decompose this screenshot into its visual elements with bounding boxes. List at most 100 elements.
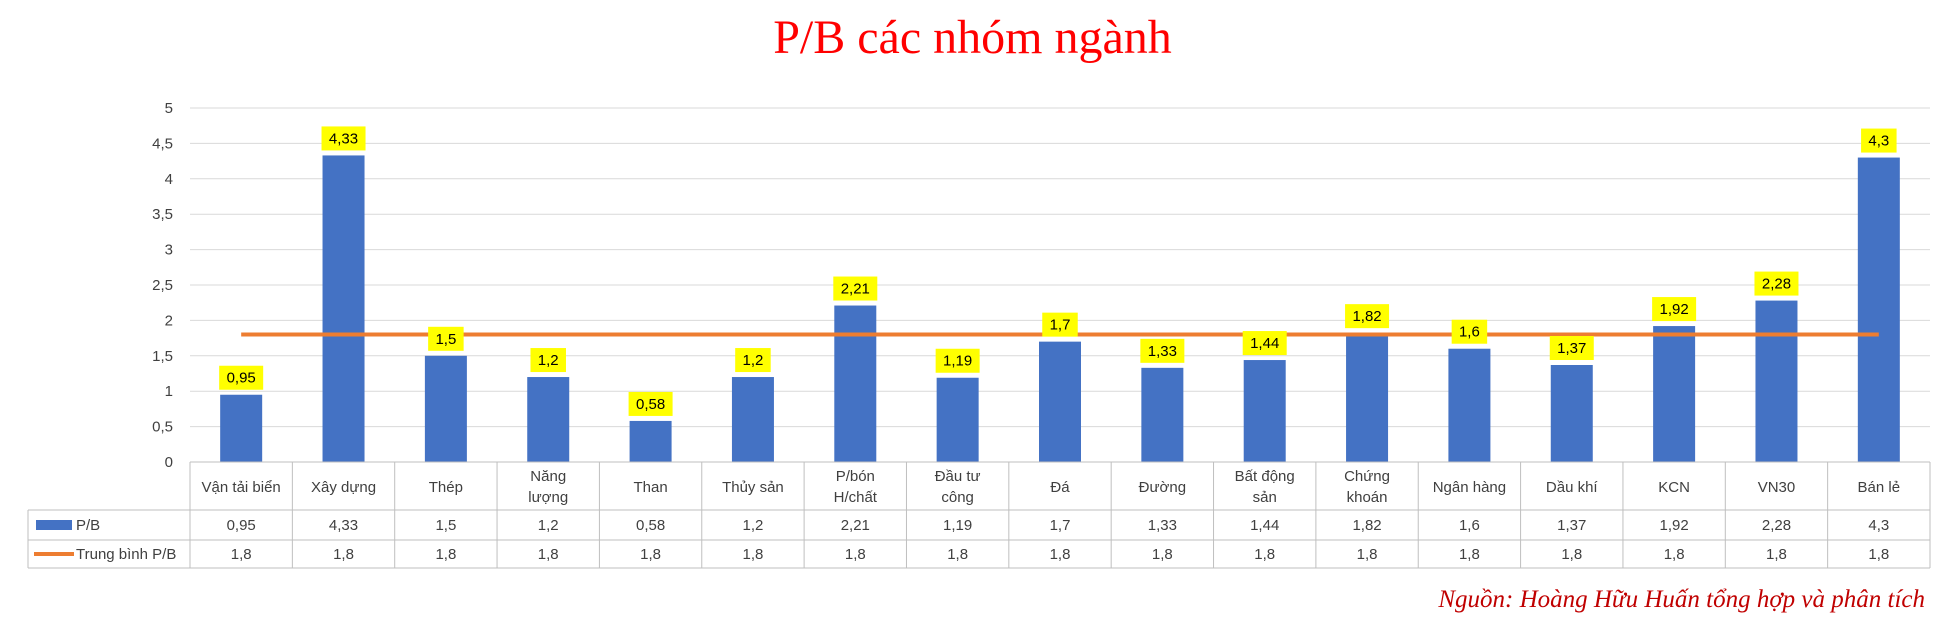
data-label: 1,44 bbox=[1250, 335, 1279, 352]
table-cell-pb: 2,21 bbox=[841, 517, 870, 534]
legend-swatch-bar bbox=[36, 520, 72, 530]
data-label-box bbox=[530, 348, 566, 373]
y-tick-label: 3,5 bbox=[152, 206, 173, 223]
bar bbox=[424, 355, 467, 462]
category-label: Xây dựng bbox=[311, 479, 376, 496]
y-tick-label: 2,5 bbox=[152, 277, 173, 294]
y-tick-label: 0,5 bbox=[152, 419, 173, 436]
data-label: 4,3 bbox=[1868, 133, 1889, 150]
legend-label: Trung bình P/B bbox=[76, 546, 176, 563]
table-cell-avg: 1,8 bbox=[231, 546, 252, 563]
data-label-box bbox=[1242, 331, 1287, 356]
data-label-box bbox=[1140, 338, 1185, 363]
category-label: KCN bbox=[1658, 479, 1690, 496]
data-label: 1,33 bbox=[1148, 343, 1177, 360]
y-tick-label: 1,5 bbox=[152, 348, 173, 365]
y-tick-label: 4 bbox=[165, 171, 173, 188]
data-label: 1,92 bbox=[1660, 301, 1689, 318]
bar bbox=[1857, 157, 1900, 462]
data-label-box bbox=[1451, 319, 1488, 344]
data-labels: 0,95 4,33 1,5 1,2 0,58 1,2 2,21 1,19 1,7 1,33 1,44… bbox=[219, 126, 1897, 416]
table-cell-avg: 1,8 bbox=[435, 546, 456, 563]
bar bbox=[1653, 326, 1696, 462]
table-cell-pb: 4,33 bbox=[329, 517, 358, 534]
bar bbox=[1755, 300, 1798, 462]
data-label-box bbox=[935, 348, 980, 373]
table-cell-avg: 1,8 bbox=[1050, 546, 1071, 563]
y-tick-label: 3 bbox=[165, 242, 173, 259]
category-label: H/chất bbox=[834, 489, 878, 506]
table-cell-avg: 1,8 bbox=[743, 546, 764, 563]
data-label-box bbox=[1754, 271, 1799, 296]
data-label-box bbox=[1345, 304, 1390, 329]
data-label: 1,2 bbox=[743, 352, 764, 369]
y-tick-label: 2 bbox=[165, 312, 173, 329]
bar bbox=[936, 377, 979, 462]
table-cell-avg: 1,8 bbox=[845, 546, 866, 563]
chart-title: P/B các nhóm ngành bbox=[773, 11, 1172, 64]
table-cell-pb: 1,92 bbox=[1660, 517, 1689, 534]
category-label: Bán lẻ bbox=[1858, 479, 1901, 496]
data-label-box bbox=[1549, 336, 1594, 361]
data-label-box bbox=[628, 391, 673, 416]
legend-label: P/B bbox=[76, 517, 100, 534]
bar bbox=[1141, 367, 1184, 462]
y-axis: 0 0,5 1 1,5 2 2,5 3 3,5 4 4,5 5 bbox=[152, 100, 173, 471]
category-label: lượng bbox=[528, 489, 568, 506]
bar bbox=[1039, 341, 1081, 462]
table-cell-avg: 1,8 bbox=[1254, 546, 1275, 563]
category-label: Ngân hàng bbox=[1433, 479, 1506, 496]
table-cell-pb: 2,28 bbox=[1762, 517, 1791, 534]
category-label: khoán bbox=[1347, 489, 1388, 506]
data-label: 0,95 bbox=[227, 370, 256, 387]
table-cell-pb: 1,5 bbox=[435, 517, 456, 534]
category-label: Đường bbox=[1139, 479, 1186, 496]
table-cell-avg: 1,8 bbox=[1561, 546, 1582, 563]
data-label-box bbox=[219, 365, 264, 390]
data-label-box bbox=[735, 348, 771, 373]
data-label: 4,33 bbox=[329, 130, 358, 147]
table-cell-pb: 4,3 bbox=[1868, 517, 1889, 534]
category-label: Thủy sản bbox=[722, 479, 784, 496]
category-label: Chứng bbox=[1344, 468, 1390, 485]
table-cell-avg: 1,8 bbox=[640, 546, 661, 563]
bar bbox=[1448, 348, 1491, 462]
table-cell-avg: 1,8 bbox=[1357, 546, 1378, 563]
data-label: 1,6 bbox=[1459, 324, 1480, 341]
table-cell-pb: 1,44 bbox=[1250, 517, 1279, 534]
data-label: 0,58 bbox=[636, 396, 665, 413]
category-label: Năng bbox=[530, 468, 566, 485]
table-cell-avg: 1,8 bbox=[1459, 546, 1480, 563]
category-label: Vận tải biển bbox=[202, 479, 281, 496]
data-label: 1,82 bbox=[1352, 308, 1381, 325]
y-tick-label: 0 bbox=[165, 454, 173, 471]
data-label: 1,7 bbox=[1050, 317, 1071, 334]
data-label-box bbox=[1042, 312, 1078, 337]
table-cell-avg: 1,8 bbox=[1766, 546, 1787, 563]
table-cell-pb: 1,2 bbox=[538, 517, 559, 534]
source-note: Nguồn: Hoàng Hữu Huấn tổng hợp và phân t… bbox=[1438, 586, 1925, 613]
table-cell-pb: 1,37 bbox=[1557, 517, 1586, 534]
table-cell-pb: 1,33 bbox=[1148, 517, 1177, 534]
category-label: P/bón bbox=[836, 468, 875, 485]
bar bbox=[1243, 360, 1286, 462]
bar bbox=[322, 155, 365, 462]
data-label-box bbox=[1652, 297, 1697, 322]
bar bbox=[834, 305, 877, 462]
y-tick-label: 1 bbox=[165, 383, 173, 400]
category-label: Thép bbox=[429, 479, 463, 496]
table-cell-pb: 0,58 bbox=[636, 517, 665, 534]
table-cell-avg: 1,8 bbox=[538, 546, 559, 563]
category-label: sản bbox=[1253, 489, 1277, 506]
table-cell-pb: 1,82 bbox=[1352, 517, 1381, 534]
category-label: Bất động bbox=[1235, 468, 1295, 485]
y-tick-label: 5 bbox=[165, 100, 173, 117]
data-label: 1,2 bbox=[538, 352, 559, 369]
data-label: 2,21 bbox=[841, 281, 870, 298]
data-label-box bbox=[833, 276, 878, 301]
data-label: 1,37 bbox=[1557, 340, 1586, 357]
data-label: 1,5 bbox=[435, 331, 456, 348]
data-label-box bbox=[321, 126, 366, 151]
data-label: 1,19 bbox=[943, 353, 972, 370]
